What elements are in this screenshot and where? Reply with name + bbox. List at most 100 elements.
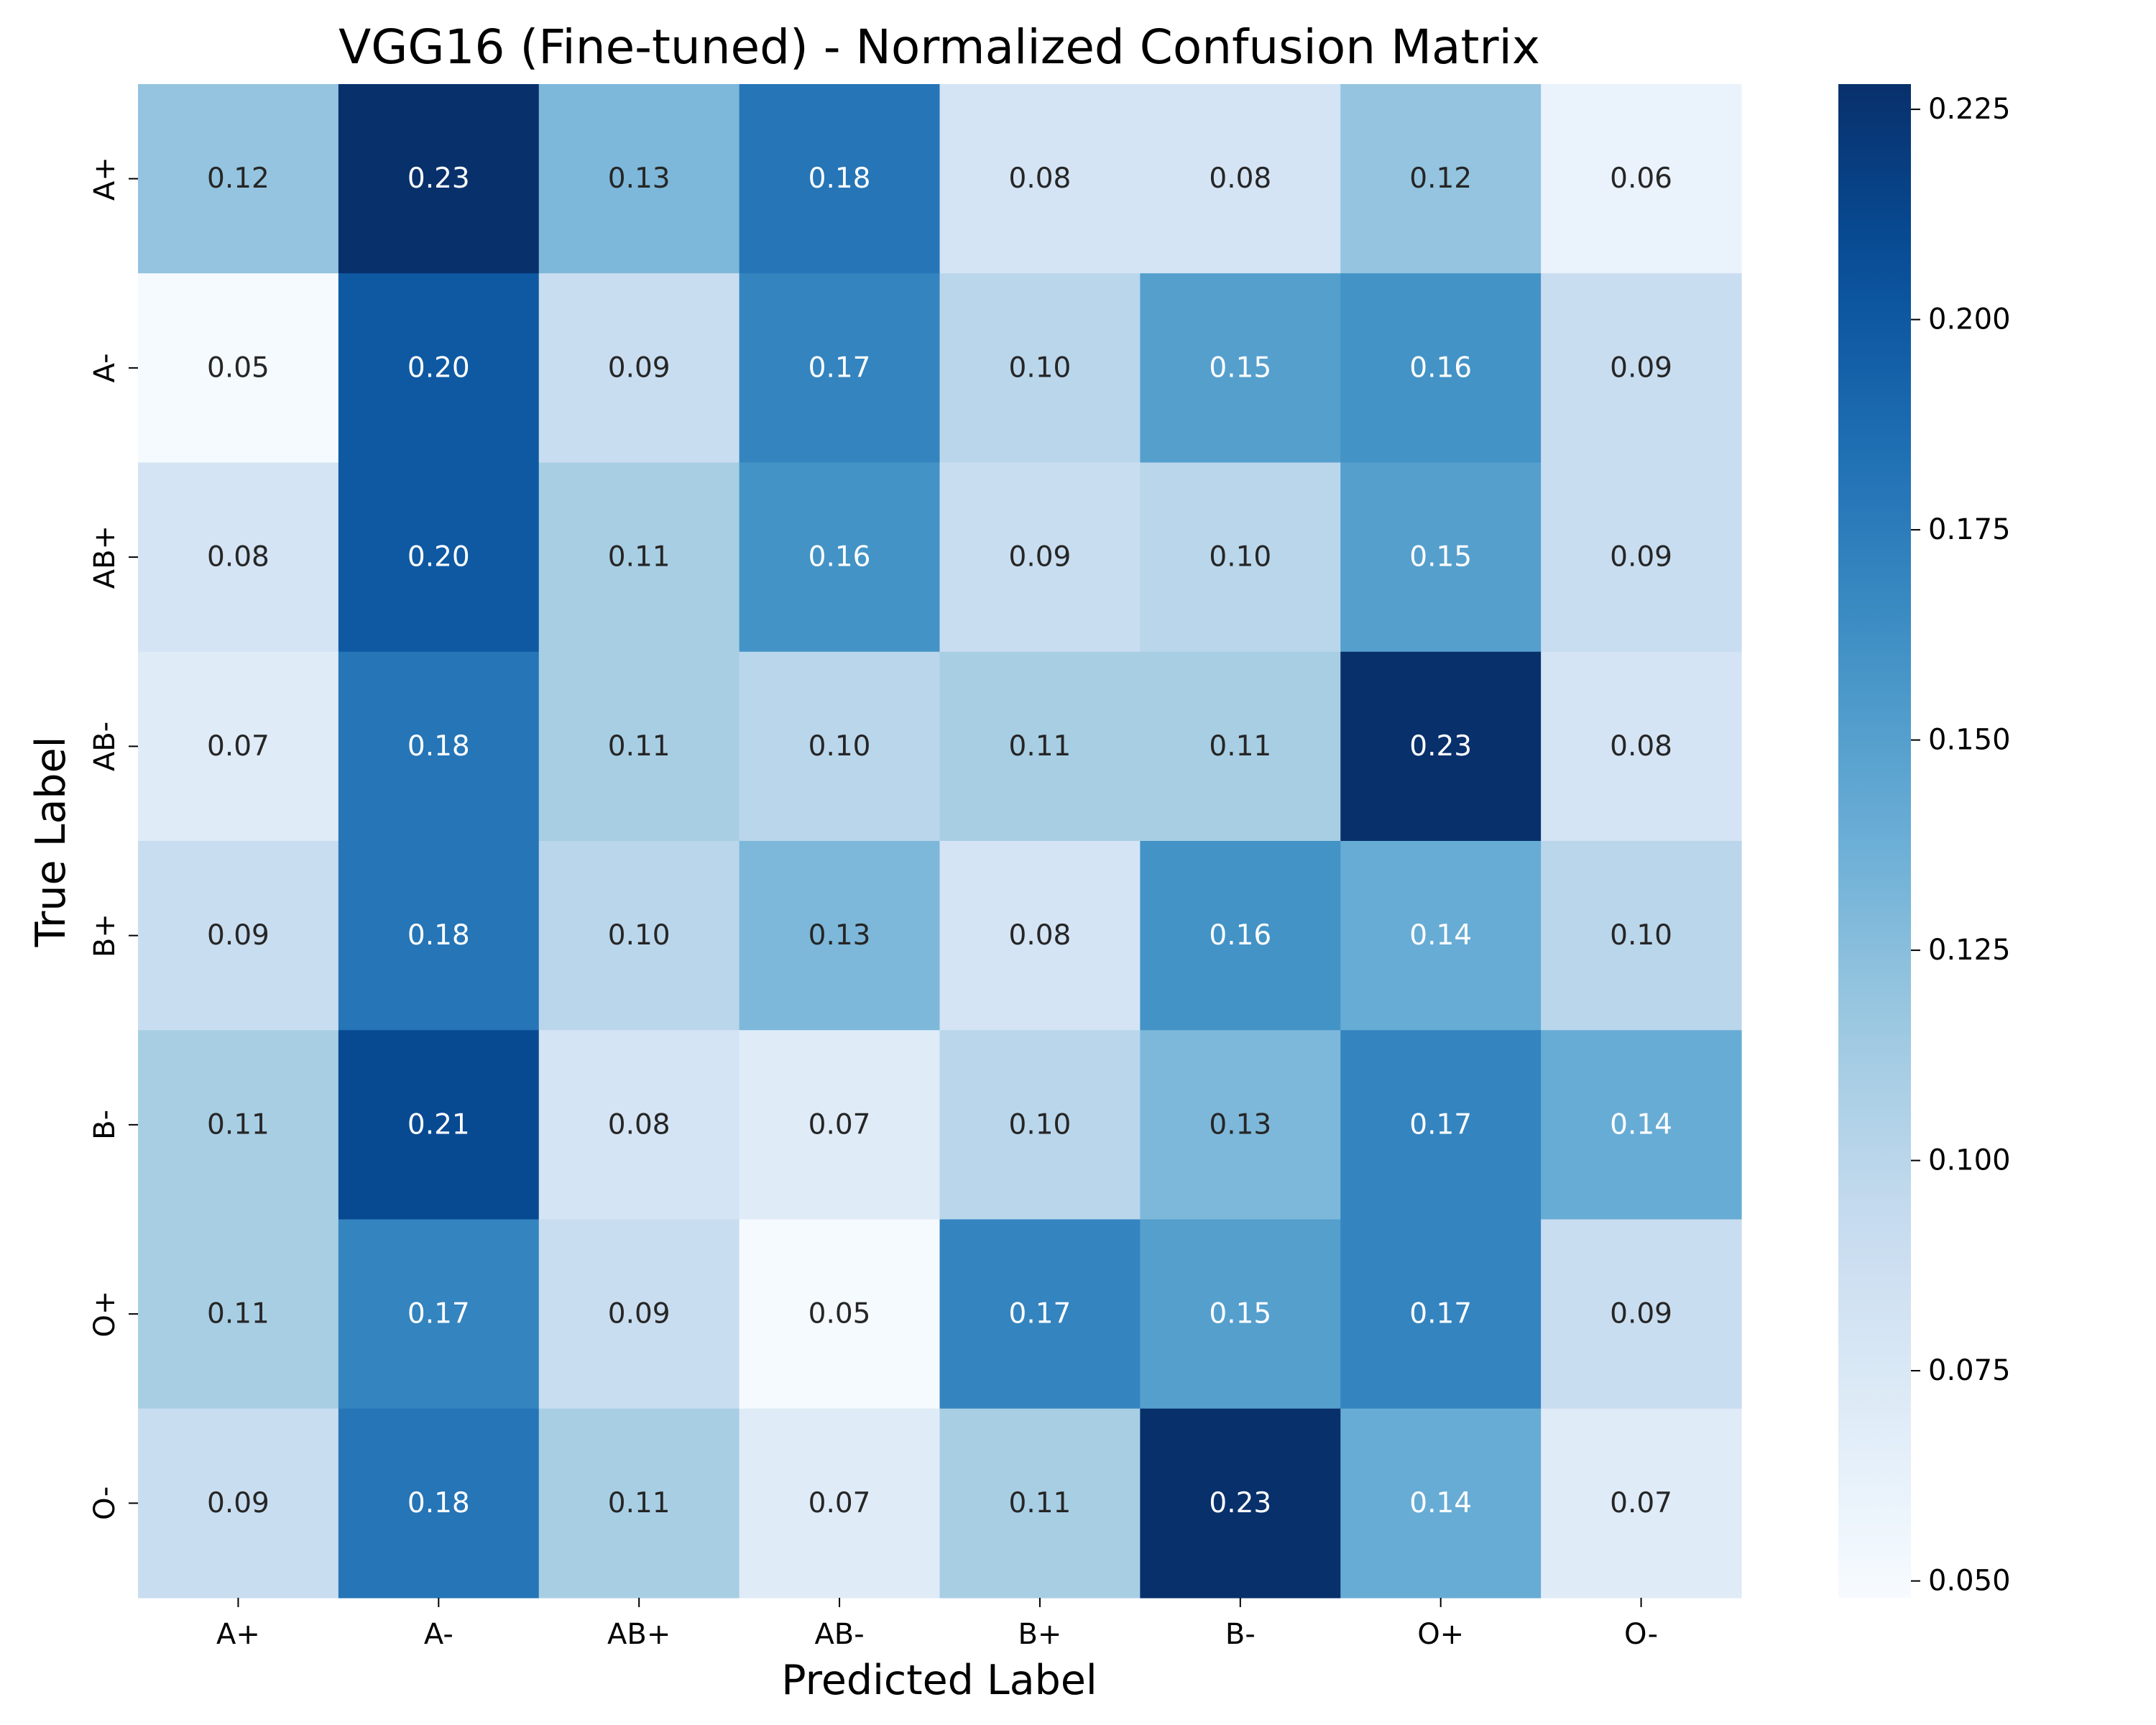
heatmap-cell [1140,462,1341,653]
y-tick-label: A- [88,353,121,382]
cell-value-label: 0.16 [808,541,871,574]
heatmap-cell [338,651,540,842]
heatmap-cell [338,84,540,274]
heatmap-cell [138,462,339,653]
cell-value-label: 0.20 [407,541,470,574]
colorbar-tick-label: 0.225 [1928,93,2011,126]
colorbar [1838,84,1911,1598]
cell-value-label: 0.10 [608,919,671,952]
heatmap-cell [739,1030,941,1220]
heatmap-cells [138,84,1742,1598]
y-axis-title: True Label [27,737,75,948]
cell-value-label: 0.09 [1610,351,1672,384]
chart-title: VGG16 (Fine-tuned) - Normalized Confusio… [338,19,1540,75]
cell-value-label: 0.16 [1409,351,1472,384]
heatmap-cell [1140,1408,1341,1598]
cell-value-label: 0.14 [1409,1487,1472,1519]
heatmap-cell [1541,462,1742,653]
heatmap-cell [1541,1030,1742,1220]
cell-value-label: 0.06 [1610,162,1672,195]
heatmap-cell [538,84,740,274]
x-tick-label: O- [1624,1618,1658,1651]
cell-value-label: 0.16 [1209,919,1271,952]
cell-value-label: 0.21 [407,1108,470,1141]
cell-value-label: 0.10 [1009,351,1072,384]
heatmap-cell [338,273,540,464]
cell-value-label: 0.10 [1209,541,1271,574]
cell-value-label: 0.11 [1209,730,1271,763]
x-tick-label: B+ [1018,1618,1061,1651]
heatmap-cell [538,841,740,1031]
x-tick-label: B- [1225,1618,1256,1651]
cell-value-label: 0.17 [808,351,871,384]
cell-value-label: 0.08 [207,541,270,574]
heatmap-cell [939,651,1141,842]
heatmap-cell [538,273,740,464]
cell-value-label: 0.10 [1009,1108,1072,1141]
heatmap-cell [939,1408,1141,1598]
heatmap-cell [1340,651,1542,842]
heatmap-cell [538,1219,740,1409]
cell-value-label: 0.07 [808,1108,871,1141]
cell-value-label: 0.18 [407,1487,470,1519]
heatmap-cell [1140,273,1341,464]
y-tick-label: O+ [88,1291,121,1338]
heatmap-cell [1340,1219,1542,1409]
heatmap-cell [138,841,339,1031]
cell-value-label: 0.10 [1610,919,1672,952]
heatmap-cell [338,1219,540,1409]
y-tick-label: AB- [88,722,121,771]
heatmap-cell [739,462,941,653]
heatmap-cell [138,1219,339,1409]
y-tick-label: B- [88,1110,121,1140]
colorbar-tick-label: 0.150 [1928,724,2011,757]
heatmap-cell [1541,273,1742,464]
cell-value-label: 0.20 [407,351,470,384]
cell-value-label: 0.17 [1009,1298,1072,1330]
cell-value-label: 0.05 [207,351,270,384]
colorbar-tick-label: 0.050 [1928,1565,2011,1598]
cell-value-label: 0.11 [207,1108,270,1141]
colorbar-tick-label: 0.075 [1928,1354,2011,1387]
heatmap-cell [739,273,941,464]
cell-value-label: 0.14 [1409,919,1472,952]
heatmap-cell [939,1219,1141,1409]
x-tick-label: A+ [216,1618,260,1651]
cell-value-labels: 0.12 0.23 0.13 0.18 0.08 0.08 0.12 0.06 0.05 0.20… [207,162,1672,1519]
heatmap-cell [1340,1408,1542,1598]
cell-value-label: 0.17 [407,1298,470,1330]
heatmap-cell [739,1219,941,1409]
cell-value-label: 0.08 [608,1108,671,1141]
cell-value-label: 0.08 [1209,162,1271,195]
heatmap-cell [1340,841,1542,1031]
heatmap-cell [1340,84,1542,274]
cell-value-label: 0.09 [1610,1298,1672,1330]
cell-value-label: 0.15 [1209,1298,1271,1330]
heatmap-cell [338,462,540,653]
cell-value-label: 0.13 [1209,1108,1271,1141]
heatmap-cell [939,1030,1141,1220]
cell-value-label: 0.09 [608,1298,671,1330]
x-tick-label: AB+ [607,1618,671,1651]
heatmap-cell [1140,651,1341,842]
heatmap-cell [1340,273,1542,464]
y-tick-label: A+ [88,157,121,201]
heatmap-cell [1541,651,1742,842]
heatmap-cell [338,1030,540,1220]
heatmap-cell [939,841,1141,1031]
cell-value-label: 0.07 [808,1487,871,1519]
colorbar-tick-label: 0.100 [1928,1144,2011,1177]
cell-value-label: 0.11 [1009,730,1072,763]
cell-value-label: 0.15 [1209,351,1271,384]
heatmap-cell [538,1408,740,1598]
cell-value-label: 0.17 [1409,1108,1472,1141]
colorbar-tick-label: 0.175 [1928,513,2011,546]
heatmap-cell [739,1408,941,1598]
heatmap-cell [1541,841,1742,1031]
cell-value-label: 0.11 [608,1487,671,1519]
heatmap-cell [939,273,1141,464]
y-tick-label: O- [88,1486,121,1520]
cell-value-label: 0.11 [608,541,671,574]
heatmap-cell [338,841,540,1031]
cell-value-label: 0.09 [1610,541,1672,574]
